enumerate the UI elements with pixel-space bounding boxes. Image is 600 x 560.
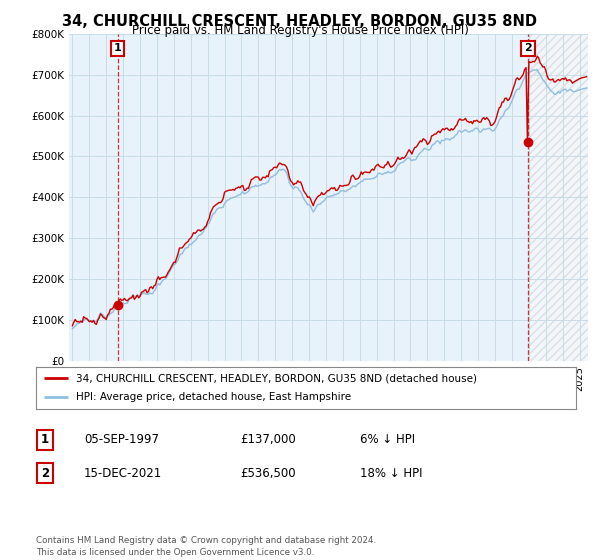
Text: 34, CHURCHILL CRESCENT, HEADLEY, BORDON, GU35 8ND: 34, CHURCHILL CRESCENT, HEADLEY, BORDON,… — [62, 14, 538, 29]
Bar — [529, 34, 588, 361]
Text: 2: 2 — [524, 43, 532, 53]
Text: 34, CHURCHILL CRESCENT, HEADLEY, BORDON, GU35 8ND (detached house): 34, CHURCHILL CRESCENT, HEADLEY, BORDON,… — [77, 373, 478, 383]
Bar — [529, 34, 588, 361]
Text: 2: 2 — [41, 466, 49, 480]
Text: 05-SEP-1997: 05-SEP-1997 — [84, 433, 159, 446]
Text: Price paid vs. HM Land Registry's House Price Index (HPI): Price paid vs. HM Land Registry's House … — [131, 24, 469, 37]
Text: Contains HM Land Registry data © Crown copyright and database right 2024.
This d: Contains HM Land Registry data © Crown c… — [36, 536, 376, 557]
Text: 1: 1 — [41, 433, 49, 446]
Text: £536,500: £536,500 — [240, 466, 296, 480]
Text: 15-DEC-2021: 15-DEC-2021 — [84, 466, 162, 480]
Text: HPI: Average price, detached house, East Hampshire: HPI: Average price, detached house, East… — [77, 393, 352, 403]
Text: 6% ↓ HPI: 6% ↓ HPI — [360, 433, 415, 446]
Text: £137,000: £137,000 — [240, 433, 296, 446]
Text: 1: 1 — [114, 43, 122, 53]
Text: 18% ↓ HPI: 18% ↓ HPI — [360, 466, 422, 480]
